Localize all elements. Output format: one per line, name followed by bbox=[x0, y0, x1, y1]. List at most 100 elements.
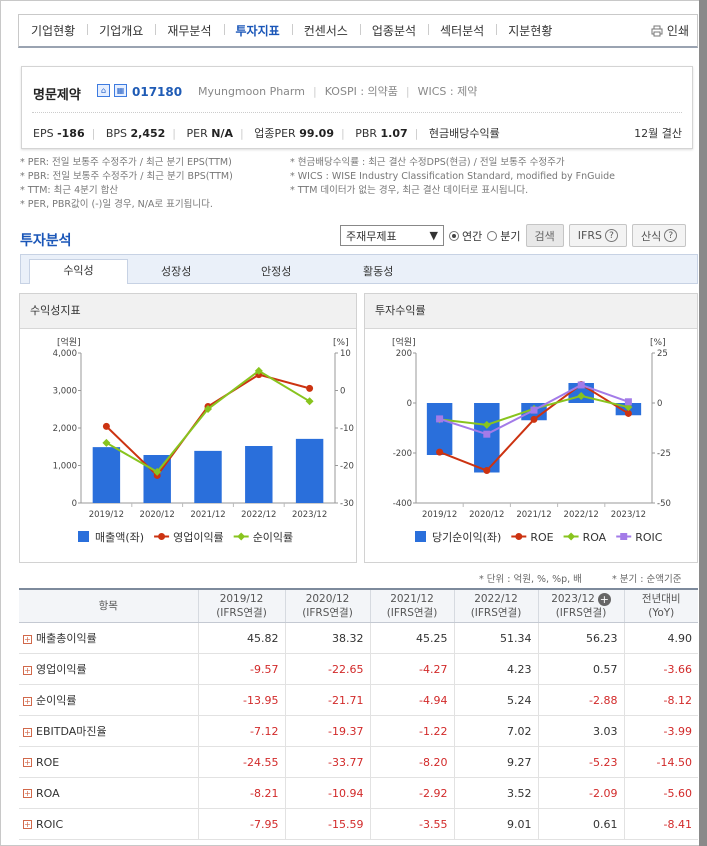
help-icon: ? bbox=[664, 229, 678, 242]
left-unit-label: [억원] bbox=[57, 336, 81, 348]
data-point bbox=[436, 415, 444, 423]
note-line: * PBR: 전일 보통주 수정주가 / 최근 분기 BPS(TTM) bbox=[20, 171, 233, 182]
left-tick-label: 0 bbox=[72, 499, 77, 509]
company-market: KOSPI : 의약품 bbox=[324, 85, 398, 98]
x-tick-label: 2021/12 bbox=[516, 510, 551, 520]
expand-column-icon[interactable]: + bbox=[597, 592, 611, 606]
subtab-growth[interactable]: 성장성 bbox=[161, 265, 192, 278]
profitability-chart: [억원] [%] 4,000 3,000 2,000 1,000 0 10 0 -10 -20 -30… bbox=[53, 336, 354, 544]
statement-select[interactable]: 주재무제표 ▼ bbox=[340, 225, 444, 246]
row-label[interactable]: + ROA bbox=[19, 777, 198, 809]
radio-checked-icon bbox=[449, 230, 459, 241]
row-label-text: ROIC bbox=[36, 817, 64, 831]
home-icon[interactable]: ⌂ bbox=[97, 84, 110, 97]
legend-swatch bbox=[415, 531, 426, 542]
print-button[interactable]: 인쇄 bbox=[651, 22, 697, 39]
expand-row-icon[interactable]: + bbox=[23, 727, 32, 737]
chart-title: 투자수익률 bbox=[365, 294, 697, 329]
tab-company-status[interactable]: 기업현황 bbox=[31, 24, 76, 38]
chart-title: 수익성지표 bbox=[20, 294, 356, 329]
expand-row-icon[interactable]: + bbox=[23, 696, 32, 706]
x-tick-label: 2019/12 bbox=[422, 510, 457, 520]
tab-company-overview[interactable]: 기업개요 bbox=[87, 22, 155, 39]
right-tick-label: -25 bbox=[657, 449, 671, 459]
right-tick-label: 25 bbox=[657, 349, 668, 359]
row-label-text: ROA bbox=[36, 786, 60, 800]
table-cell: 0.61 bbox=[537, 808, 624, 840]
left-tick-label: 200 bbox=[396, 349, 412, 359]
data-point bbox=[624, 398, 632, 406]
row-label[interactable]: + 영업이익률 bbox=[19, 653, 198, 685]
table-row: + 매출총이익률 45.82 38.32 45.25 51.34 56.23 4.90 bbox=[19, 622, 698, 654]
statement-select-value: 주재무제표 bbox=[346, 229, 397, 243]
data-point bbox=[483, 430, 491, 438]
table-cell: 7.02 bbox=[453, 715, 538, 747]
table-cell: -8.12 bbox=[623, 684, 698, 716]
tab-investment-indicators[interactable]: 투자지표 bbox=[223, 22, 292, 39]
company-wics: WICS : 제약 bbox=[417, 85, 478, 98]
note-line: * PER: 전일 보통주 수정주가 / 최근 분기 EPS(TTM) bbox=[20, 157, 232, 168]
table-cell: -7.12 bbox=[197, 715, 285, 747]
stock-code: 017180 bbox=[132, 85, 183, 99]
formula-button[interactable]: 산식? bbox=[631, 224, 687, 247]
row-label[interactable]: + ROIC bbox=[19, 808, 198, 840]
bar bbox=[92, 447, 121, 503]
subtab-profitability[interactable]: 수익성 bbox=[29, 259, 128, 284]
tab-industry-analysis[interactable]: 업종분석 bbox=[359, 22, 428, 39]
radio-quarter[interactable]: 분기 bbox=[487, 228, 521, 244]
data-point bbox=[305, 397, 314, 406]
expand-row-icon[interactable]: + bbox=[23, 634, 32, 644]
expand-row-icon[interactable]: + bbox=[23, 820, 32, 829]
x-tick-label: 2023/12 bbox=[292, 510, 327, 520]
tab-shareholding[interactable]: 지분현황 bbox=[496, 22, 564, 39]
table-row: + ROE -24.55 -33.77 -8.20 9.27 -5.23 -14.50 bbox=[19, 746, 698, 778]
left-tick-label: -400 bbox=[393, 499, 412, 509]
tab-sector-analysis[interactable]: 섹터분석 bbox=[428, 22, 496, 39]
section-title: 투자분석 bbox=[20, 233, 72, 249]
table-cell: -8.41 bbox=[623, 808, 698, 840]
metric-pbr: PBR 1.07 bbox=[355, 127, 408, 140]
expand-row-icon[interactable]: + bbox=[23, 665, 32, 675]
row-label[interactable]: + 매출총이익률 bbox=[19, 622, 198, 654]
table-cell: -9.57 bbox=[197, 653, 285, 685]
table-cell: -2.92 bbox=[369, 777, 454, 809]
note-line: * WICS : WISE Industry Classification St… bbox=[290, 171, 616, 182]
tab-consensus[interactable]: 컨센서스 bbox=[291, 22, 360, 39]
table-cell: -14.50 bbox=[623, 746, 698, 778]
row-label[interactable]: + 순이익률 bbox=[19, 684, 198, 716]
table-cell: -4.94 bbox=[369, 684, 454, 716]
expand-row-icon[interactable]: + bbox=[23, 758, 32, 767]
radio-annual[interactable]: 연간 bbox=[449, 228, 482, 244]
table-cell: 51.34 bbox=[453, 622, 538, 654]
row-label[interactable]: + EBITDA마진율 bbox=[19, 715, 198, 747]
row-label[interactable]: + ROE bbox=[19, 746, 198, 778]
building-icon[interactable]: ▦ bbox=[114, 84, 127, 97]
subtab-activity[interactable]: 활동성 bbox=[363, 265, 394, 278]
left-unit-label: [억원] bbox=[392, 336, 416, 348]
search-button[interactable]: 검색 bbox=[525, 224, 564, 247]
column-header: 2022/12 (IFRS연결) bbox=[453, 588, 538, 623]
ifrs-button[interactable]: IFRS? bbox=[568, 224, 627, 247]
right-tick-label: -10 bbox=[340, 424, 354, 434]
radio-annual-label: 연간 bbox=[462, 229, 483, 243]
company-metrics: EPS -186 | BPS 2,452 | PER N/A | 업종PER 99.0… bbox=[33, 127, 500, 140]
right-unit-label: [%] bbox=[650, 338, 666, 348]
data-point bbox=[306, 384, 314, 392]
bar bbox=[426, 403, 453, 455]
company-meta: Myungmoon Pharm | KOSPI : 의약품 | WICS : 제약 bbox=[198, 85, 478, 98]
right-tick-label: -20 bbox=[340, 462, 354, 472]
row-label-text: 순이익률 bbox=[36, 694, 77, 707]
x-tick-label: 2022/12 bbox=[564, 510, 599, 520]
expand-row-icon[interactable]: + bbox=[23, 789, 32, 798]
column-header: 2019/12 (IFRS연결) bbox=[197, 588, 285, 623]
unit-note: * 단위 : 억원, %, %p, 배 bbox=[479, 574, 582, 585]
right-tick-label: -30 bbox=[340, 499, 354, 509]
radio-quarter-label: 분기 bbox=[500, 229, 521, 243]
tab-financial-analysis[interactable]: 재무분석 bbox=[155, 22, 223, 39]
subtab-stability[interactable]: 안정성 bbox=[261, 265, 292, 278]
left-tick-label: 0 bbox=[407, 399, 412, 409]
x-tick-label: 2023/12 bbox=[611, 510, 646, 520]
data-point bbox=[483, 467, 491, 475]
table-cell: -22.65 bbox=[284, 653, 370, 685]
data-point bbox=[204, 405, 212, 414]
